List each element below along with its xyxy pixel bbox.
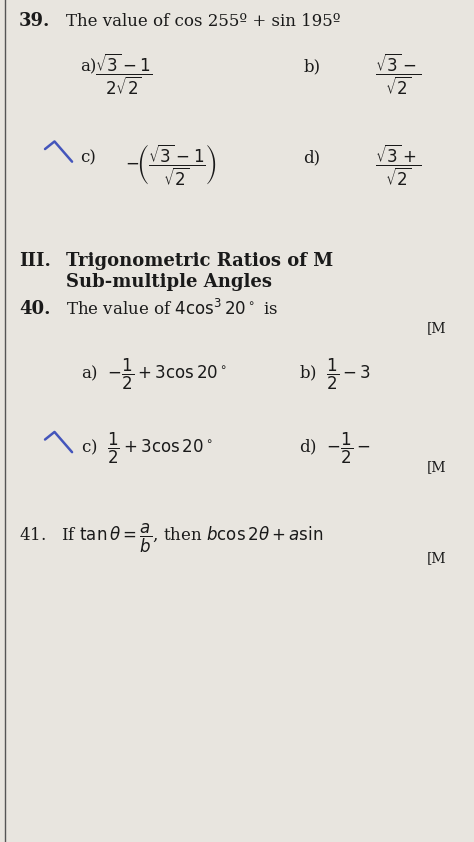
Text: a): a) [81, 59, 97, 76]
Text: 39.: 39. [19, 12, 50, 30]
Text: The value of $4\cos^3 20^\circ$ is: The value of $4\cos^3 20^\circ$ is [66, 299, 278, 319]
Text: III.: III. [19, 252, 51, 270]
Text: $\dfrac{\sqrt{3}-1}{2\sqrt{2}}$: $\dfrac{\sqrt{3}-1}{2\sqrt{2}}$ [94, 51, 152, 97]
Text: b)  $\dfrac{1}{2}-3$: b) $\dfrac{1}{2}-3$ [299, 357, 371, 392]
Text: d)  $-\dfrac{1}{2}-$: d) $-\dfrac{1}{2}-$ [299, 431, 370, 466]
Text: [M: [M [427, 461, 446, 474]
Text: d): d) [303, 150, 320, 167]
Text: [M: [M [427, 552, 446, 565]
Text: b): b) [303, 59, 320, 76]
Text: c): c) [81, 150, 96, 167]
Text: $-\!\left(\dfrac{\sqrt{3}-1}{\sqrt{2}}\right)$: $-\!\left(\dfrac{\sqrt{3}-1}{\sqrt{2}}\r… [125, 142, 217, 188]
Text: $\dfrac{\sqrt{3}+}{\sqrt{2}}$: $\dfrac{\sqrt{3}+}{\sqrt{2}}$ [375, 142, 421, 188]
Text: Sub-multiple Angles: Sub-multiple Angles [66, 273, 273, 291]
Text: 40.: 40. [19, 300, 50, 318]
Text: [M: [M [427, 322, 446, 335]
Text: Trigonometric Ratios of M: Trigonometric Ratios of M [66, 252, 334, 270]
Text: $\dfrac{\sqrt{3}-}{\sqrt{2}}$: $\dfrac{\sqrt{3}-}{\sqrt{2}}$ [375, 51, 421, 97]
Text: a)  $-\dfrac{1}{2}+3\cos 20^\circ$: a) $-\dfrac{1}{2}+3\cos 20^\circ$ [81, 357, 227, 392]
Text: The value of cos 255º + sin 195º: The value of cos 255º + sin 195º [66, 13, 341, 29]
Text: c)  $\dfrac{1}{2}+3\cos 20^\circ$: c) $\dfrac{1}{2}+3\cos 20^\circ$ [81, 431, 212, 466]
Text: 41.   If $\tan\theta=\dfrac{a}{b}$, then $b\cos 2\theta+a\sin$: 41. If $\tan\theta=\dfrac{a}{b}$, then $… [19, 522, 323, 556]
